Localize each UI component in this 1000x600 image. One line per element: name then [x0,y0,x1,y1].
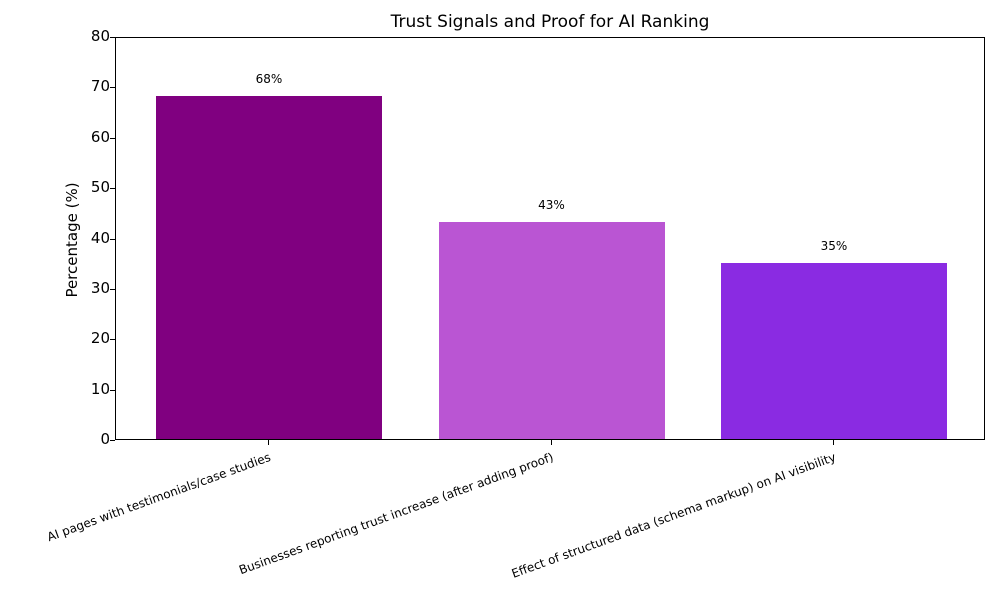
y-tick-label: 50 [90,178,110,197]
y-tick-mark [110,188,115,190]
x-tick-mark [550,440,552,445]
y-tick-label: 80 [90,27,110,45]
bar-value-label: 35% [820,238,848,253]
y-tick-mark [110,440,115,441]
x-tick-label: AI pages with testimonials/case studies [45,450,273,545]
y-tick-mark [110,137,115,139]
y-tick-mark [110,288,115,290]
y-tick-label: 10 [90,379,110,398]
y-tick-label: 40 [90,228,110,247]
bar [156,96,382,439]
x-tick-label: Businesses reporting trust increase (aft… [237,450,556,578]
chart-title: Trust Signals and Proof for AI Ranking [390,12,710,32]
y-tick-label: 60 [90,127,110,146]
bar-value-label: 68% [255,72,283,87]
y-tick-mark [110,87,115,89]
bar [438,222,665,439]
x-tick-label: Effect of structured data (schema markup… [509,450,838,581]
x-tick-mark [833,440,834,445]
y-tick-mark [110,339,115,341]
y-tick-mark [110,238,115,240]
plot-area: 68% 43% 35% [115,37,985,440]
y-tick-label: 0 [100,430,110,448]
bar [721,262,947,439]
bar-value-label: 43% [538,198,565,213]
y-tick-mark [110,37,115,38]
y-tick-label: 70 [90,77,110,96]
y-tick-label: 20 [90,329,110,348]
y-tick-mark [110,389,115,391]
x-tick-mark [268,440,269,445]
y-tick-label: 30 [90,278,110,297]
